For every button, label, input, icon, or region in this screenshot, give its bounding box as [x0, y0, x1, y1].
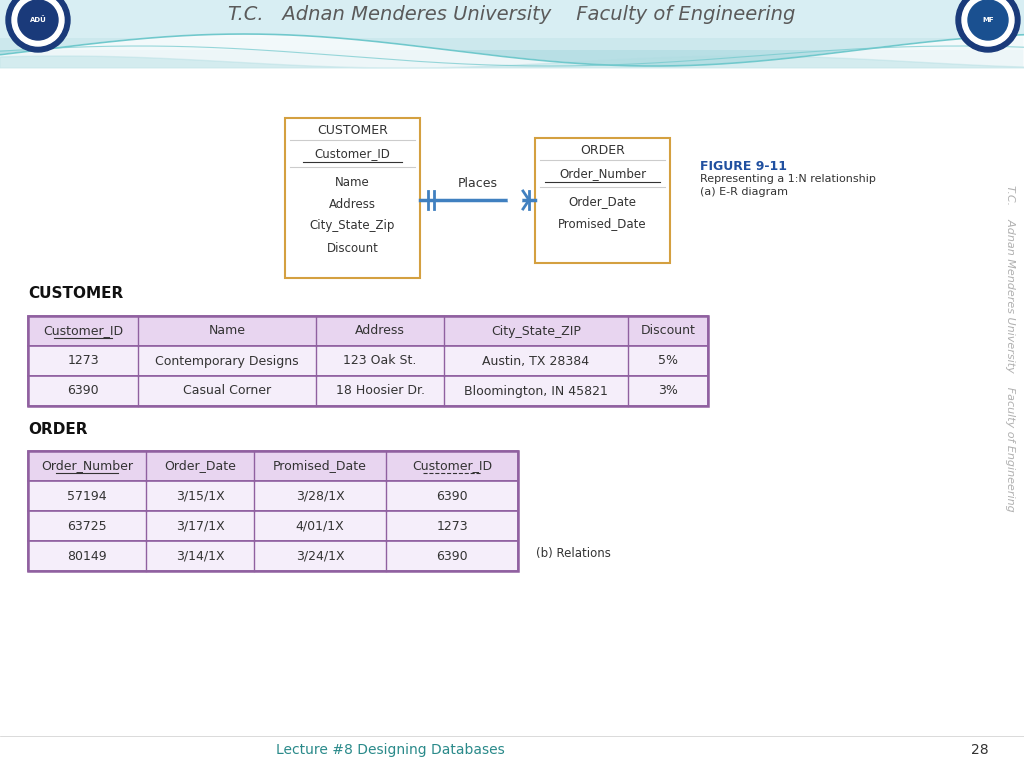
Text: 1273: 1273 [436, 519, 468, 532]
Text: (b) Relations: (b) Relations [536, 547, 611, 560]
Text: Discount: Discount [327, 241, 379, 254]
Circle shape [509, 194, 521, 206]
Text: CUSTOMER: CUSTOMER [28, 286, 123, 302]
Text: 123 Oak St.: 123 Oak St. [343, 355, 417, 368]
Text: City_State_Zip: City_State_Zip [310, 220, 395, 233]
Text: T.C.   Adnan Menderes University    Faculty of Engineering: T.C. Adnan Menderes University Faculty o… [228, 5, 796, 24]
Text: (a) E-R diagram: (a) E-R diagram [700, 187, 788, 197]
Text: Lecture #8 Designing Databases: Lecture #8 Designing Databases [275, 743, 505, 757]
Text: ORDER: ORDER [580, 144, 625, 157]
Text: ORDER: ORDER [28, 422, 87, 436]
Text: Casual Corner: Casual Corner [183, 385, 271, 398]
Text: Promised_Date: Promised_Date [273, 459, 367, 472]
Text: 6390: 6390 [436, 549, 468, 562]
Text: 3%: 3% [658, 385, 678, 398]
Text: 3/24/1X: 3/24/1X [296, 549, 344, 562]
Text: Order_Date: Order_Date [568, 196, 637, 208]
Text: 57194: 57194 [68, 489, 106, 502]
Text: FIGURE 9-11: FIGURE 9-11 [700, 160, 787, 173]
Text: MF: MF [982, 17, 994, 23]
Text: Austin, TX 28384: Austin, TX 28384 [482, 355, 590, 368]
Bar [28, 511, 518, 541]
Text: 3/15/1X: 3/15/1X [176, 489, 224, 502]
Circle shape [962, 0, 1014, 46]
Circle shape [956, 0, 1020, 52]
Text: Customer_ID: Customer_ID [314, 147, 390, 161]
Text: 1273: 1273 [68, 355, 98, 368]
Text: Address: Address [355, 325, 404, 337]
Circle shape [968, 0, 1008, 40]
Bar [28, 346, 708, 376]
Bar [28, 376, 708, 406]
Text: Bloomington, IN 45821: Bloomington, IN 45821 [464, 385, 608, 398]
Text: Order_Number: Order_Number [559, 167, 646, 180]
Text: Places: Places [458, 177, 498, 190]
Text: Promised_Date: Promised_Date [558, 217, 647, 230]
Text: Order_Date: Order_Date [164, 459, 236, 472]
Text: 6390: 6390 [68, 385, 98, 398]
Text: Name: Name [335, 176, 370, 188]
Bar [28, 451, 518, 571]
Circle shape [6, 0, 70, 52]
Text: 28: 28 [971, 743, 989, 757]
Text: City_State_ZIP: City_State_ZIP [492, 325, 581, 337]
Text: Address: Address [329, 197, 376, 210]
Text: 3/14/1X: 3/14/1X [176, 549, 224, 562]
Bar [0, 0, 1024, 38]
Text: Representing a 1:N relationship: Representing a 1:N relationship [700, 174, 876, 184]
Text: 4/01/1X: 4/01/1X [296, 519, 344, 532]
Text: Contemporary Designs: Contemporary Designs [156, 355, 299, 368]
Bar [0, 0, 1024, 50]
Text: Customer_ID: Customer_ID [43, 325, 123, 337]
Text: ADÜ: ADÜ [30, 17, 46, 24]
FancyBboxPatch shape [285, 118, 420, 278]
Circle shape [12, 0, 63, 46]
Text: 80149: 80149 [68, 549, 106, 562]
Bar [28, 541, 518, 571]
Text: 3/28/1X: 3/28/1X [296, 489, 344, 502]
Text: 18 Hoosier Dr.: 18 Hoosier Dr. [336, 385, 425, 398]
Bar [28, 481, 518, 511]
Circle shape [18, 0, 58, 40]
Bar [28, 451, 518, 481]
Bar [0, 0, 1024, 68]
Text: 5%: 5% [658, 355, 678, 368]
FancyBboxPatch shape [535, 138, 670, 263]
Text: Name: Name [209, 325, 246, 337]
Bar [28, 316, 708, 346]
Text: Customer_ID: Customer_ID [412, 459, 493, 472]
Text: 3/17/1X: 3/17/1X [176, 519, 224, 532]
Text: T.C.    Adnan Menderes University    Faculty of Engineering: T.C. Adnan Menderes University Faculty o… [1005, 184, 1015, 511]
Text: Order_Number: Order_Number [41, 459, 133, 472]
Text: Discount: Discount [641, 325, 695, 337]
Text: 6390: 6390 [436, 489, 468, 502]
Text: CUSTOMER: CUSTOMER [317, 124, 388, 137]
Bar [28, 316, 708, 406]
Text: 63725: 63725 [68, 519, 106, 532]
